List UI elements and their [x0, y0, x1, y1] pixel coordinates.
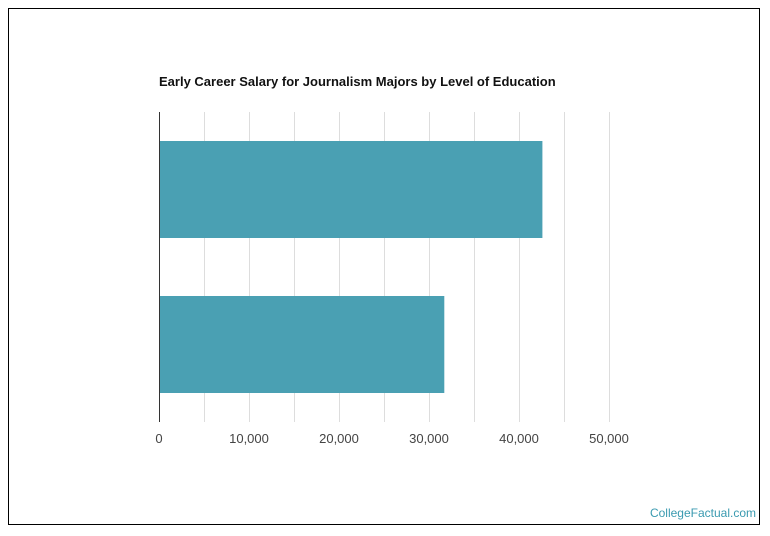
x-tick-label: 20,000 [319, 431, 359, 446]
bar [159, 296, 445, 393]
x-tick-label: 50,000 [589, 431, 629, 446]
bars [159, 141, 543, 393]
credit-link[interactable]: CollegeFactual.com [649, 506, 756, 520]
x-tick-label: 30,000 [409, 431, 449, 446]
chart-title: Early Career Salary for Journalism Major… [159, 74, 556, 89]
bar [159, 141, 543, 238]
x-tick-labels: 0 10,000 20,000 30,000 40,000 50,000 [155, 431, 629, 446]
x-tick-label: 40,000 [499, 431, 539, 446]
x-tick-label: 0 [155, 431, 162, 446]
x-tick-label: 10,000 [229, 431, 269, 446]
